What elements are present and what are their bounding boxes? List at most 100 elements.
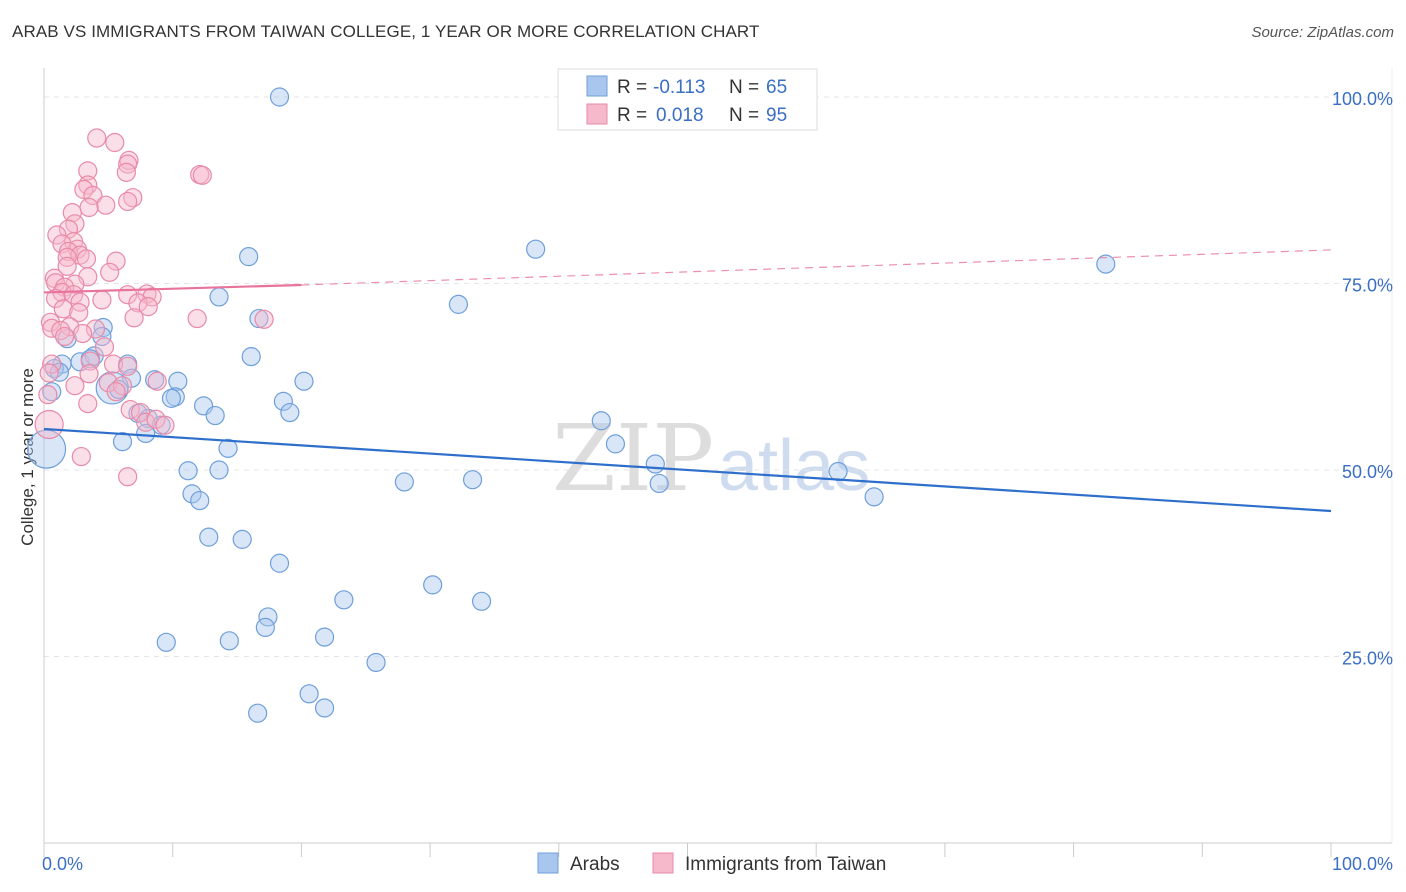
taiwan-point <box>92 290 112 310</box>
taiwan-point <box>155 415 175 435</box>
arabs-point <box>334 590 354 610</box>
taiwan-point <box>128 293 148 313</box>
taiwan-n-label: N = <box>729 105 759 126</box>
arabs-point <box>448 294 469 314</box>
arabs-point <box>241 347 261 367</box>
arabs-point <box>49 362 70 382</box>
taiwan-point <box>76 249 97 269</box>
arabs-point <box>95 371 129 405</box>
taiwan-point <box>187 308 207 329</box>
arabs-point <box>314 627 335 647</box>
x-tick-label-min: 0.0% <box>42 854 83 874</box>
taiwan-n-value: 95 <box>766 105 787 126</box>
arabs-point <box>239 247 259 267</box>
chart-title: ARAB VS IMMIGRANTS FROM TAIWAN COLLEGE, … <box>12 22 760 41</box>
taiwan-point <box>79 197 99 218</box>
taiwan-trend-extension <box>301 249 1332 286</box>
trend-lines <box>43 249 1332 513</box>
arabs-point <box>178 461 198 481</box>
arabs-point <box>209 287 229 307</box>
arabs-n-label: N = <box>729 77 759 98</box>
arabs-point <box>423 575 443 595</box>
taiwan-point <box>62 203 82 223</box>
legend-taiwan-icon <box>652 852 674 874</box>
stats-legend: R = -0.113 N = 65 R = 0.018 N = 95 <box>557 68 818 131</box>
taiwan-point <box>254 309 274 329</box>
taiwan-point <box>103 354 124 374</box>
arabs-point <box>112 432 133 452</box>
arabs-point <box>294 371 314 391</box>
arabs-point <box>649 473 669 494</box>
taiwan-point <box>192 165 212 185</box>
taiwan-point <box>147 371 167 391</box>
watermark-atlas: atlas <box>718 426 870 506</box>
arabs-point <box>273 391 293 411</box>
arabs-point <box>864 487 884 507</box>
arabs-point <box>168 371 188 391</box>
taiwan-point <box>105 132 125 153</box>
arabs-r-label: R = <box>617 77 647 98</box>
taiwan-point <box>83 185 103 206</box>
arabs-point <box>828 461 848 482</box>
series-legend: Arabs Immigrants from Taiwan <box>537 852 886 875</box>
taiwan-point <box>96 195 116 215</box>
taiwan-point <box>70 292 90 312</box>
arabs-point <box>232 529 252 549</box>
x-tick-label-max: 100.0% <box>1332 854 1393 874</box>
arabs-point <box>314 698 335 718</box>
taiwan-point <box>34 409 64 440</box>
y-tick-label: 25.0% <box>1342 649 1393 669</box>
arabs-point <box>182 484 202 504</box>
taiwan-point <box>138 297 158 317</box>
y-axis-label: College, 1 year or more <box>18 368 37 546</box>
series-taiwan-points <box>34 128 274 487</box>
taiwan-point <box>87 128 107 148</box>
arabs-point <box>269 87 290 107</box>
arabs-point <box>526 239 546 259</box>
arabs-point <box>248 703 268 723</box>
taiwan-r-label: R = <box>617 105 647 126</box>
arabs-point <box>190 490 210 511</box>
x-tick-labels: 0.0% 100.0% <box>42 854 1393 874</box>
taiwan-point <box>40 312 61 332</box>
taiwan-point <box>73 323 93 344</box>
taiwan-r-value: 0.018 <box>656 105 704 126</box>
arabs-point <box>591 411 611 431</box>
legend-arabs-label: Arabs <box>570 854 620 875</box>
legend-arabs-icon <box>537 852 559 874</box>
taiwan-point <box>47 225 67 245</box>
arabs-point <box>605 434 626 454</box>
taiwan-point <box>106 382 126 402</box>
arabs-point <box>299 684 319 704</box>
taiwan-point <box>79 364 99 384</box>
series-arabs-points <box>26 87 1116 723</box>
grid-lines <box>44 96 1392 657</box>
arabs-point <box>462 470 483 490</box>
taiwan-point <box>85 319 106 339</box>
taiwan-point <box>118 356 138 376</box>
y-tick-labels: 100.0% 75.0% 50.0% 25.0% <box>1332 89 1393 669</box>
legend-taiwan-label: Immigrants from Taiwan <box>685 854 886 875</box>
watermark-zip: ZIP <box>552 405 714 512</box>
arabs-point <box>280 402 300 423</box>
taiwan-point <box>64 285 84 305</box>
arabs-point <box>156 632 176 652</box>
taiwan-point <box>116 162 136 182</box>
arabs-point <box>218 438 238 458</box>
arabs-point <box>249 308 269 329</box>
arabs-r-value: -0.113 <box>653 77 705 98</box>
source-label: Source: ZipAtlas.com <box>1251 24 1394 41</box>
taiwan-point <box>69 302 89 323</box>
arabs-point <box>209 460 229 480</box>
taiwan-swatch-icon <box>586 103 608 125</box>
arabs-point <box>136 423 156 444</box>
taiwan-point <box>71 446 91 467</box>
arabs-point <box>109 379 129 400</box>
arabs-point <box>199 527 219 547</box>
taiwan-point <box>118 191 138 212</box>
taiwan-point <box>57 256 77 276</box>
taiwan-point <box>118 467 138 487</box>
taiwan-point <box>106 251 126 271</box>
taiwan-point <box>100 262 120 282</box>
